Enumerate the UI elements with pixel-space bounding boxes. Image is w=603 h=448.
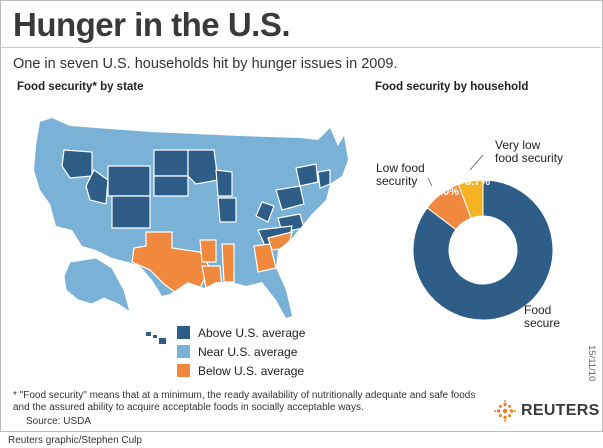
reuters-dots-icon [494, 400, 516, 422]
state-above-wi [215, 169, 233, 197]
state-hawaii-2 [153, 335, 157, 338]
legend-label-above: Above U.S. average [198, 325, 306, 340]
label-low-line1: Low food [376, 161, 425, 175]
legend-swatch-near [177, 345, 190, 358]
legend-swatch-below [177, 364, 190, 377]
map-section-title: Food security* by state [17, 81, 144, 93]
state-above-id [85, 169, 109, 205]
state-below-ga [253, 243, 277, 273]
state-alaska [63, 257, 131, 314]
legend-label-near: Near U.S. average [198, 344, 298, 359]
state-above-pa [275, 185, 305, 211]
footnote: * "Food security" means that at a minimu… [13, 390, 476, 413]
state-above-new-england [317, 169, 331, 189]
leader-food-secure [511, 295, 523, 307]
source-note: Source: USDA [26, 416, 92, 427]
donut-section-title: Food security by household [375, 81, 529, 93]
reuters-logo: REUTERS [494, 400, 600, 422]
reuters-wordmark: REUTERS [521, 402, 600, 419]
state-below-ms [221, 243, 235, 283]
graphic-subtitle: One in seven U.S. households hit by hung… [13, 56, 398, 72]
graphic-credit: Reuters graphic/Stephen Culp [8, 435, 142, 446]
value-food-secure: 85.3% [473, 266, 505, 278]
title-divider [0, 47, 601, 48]
state-below-ar [199, 239, 217, 263]
label-food-secure-line1: Food [524, 303, 552, 317]
state-hawaii-3 [159, 338, 166, 344]
leader-low [427, 177, 433, 187]
graphic-title: Hunger in the U.S. [13, 6, 291, 43]
state-above-il [217, 197, 237, 223]
label-food-secure-line2: secure [524, 316, 561, 330]
legend-item-above: Above U.S. average [177, 323, 305, 342]
map-legend: Above U.S. average Near U.S. average Bel… [177, 323, 305, 380]
state-hawaii-1 [146, 332, 151, 336]
leader-very-low [469, 154, 484, 171]
state-above-wy-co [111, 195, 151, 229]
value-very-low: 5.7% [465, 176, 491, 188]
date-stamp: 15/11/10 [586, 345, 597, 382]
state-above-ny [295, 163, 319, 187]
state-above-sd [153, 175, 189, 197]
state-above-wv [255, 201, 275, 223]
legend-label-below: Below U.S. average [198, 363, 305, 378]
legend-item-below: Below U.S. average [177, 361, 305, 380]
value-low: 9.0% [434, 186, 460, 198]
state-above-mn [187, 149, 219, 185]
label-very-low-line1: Very low [495, 138, 541, 152]
label-very-low-line2: food security [495, 151, 564, 165]
slice-food-secure [412, 179, 554, 321]
legend-swatch-above [177, 326, 190, 339]
state-above-wa-or [61, 149, 93, 179]
legend-item-near: Near U.S. average [177, 342, 305, 361]
label-low-line2: security [376, 174, 418, 188]
slice-very-low-food-security [457, 179, 484, 219]
